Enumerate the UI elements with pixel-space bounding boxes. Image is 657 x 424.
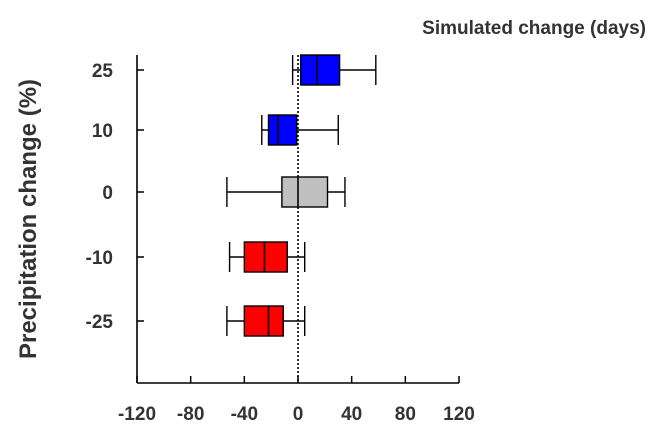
x-tick-label: -40 [231,404,258,424]
x-tick-label: 80 [395,404,416,424]
y-tick-label: -10 [86,248,113,269]
x-tick-label: -120 [118,404,156,424]
y-tick-label: 25 [92,61,114,82]
box-10 [261,114,339,146]
iqr-box [243,241,288,273]
box--10 [228,241,306,273]
plot-area [226,54,377,383]
iqr-box [243,305,284,337]
box-0 [226,176,346,208]
y-axis-label: Precipitation change (%) [15,79,42,359]
y-tick-label: -25 [86,312,114,333]
iqr-box [267,114,298,146]
axes: -120 -80 -40 0 40 80 120 25 10 0 -10 -25 [86,55,475,424]
iqr-box [281,176,329,208]
y-tick-label: 0 [102,183,113,204]
box-25 [291,54,377,86]
iqr-box [299,54,341,86]
chart-title: Simulated change (days) [422,18,646,39]
y-axis-label-group: Precipitation change (%) [15,79,42,359]
x-tick-label: 40 [341,404,362,424]
x-tick-label: -80 [177,404,204,424]
y-tick-label: 10 [92,121,113,142]
x-tick-label: 120 [443,404,475,424]
x-tick-label: 0 [293,404,304,424]
box--25 [226,305,306,337]
